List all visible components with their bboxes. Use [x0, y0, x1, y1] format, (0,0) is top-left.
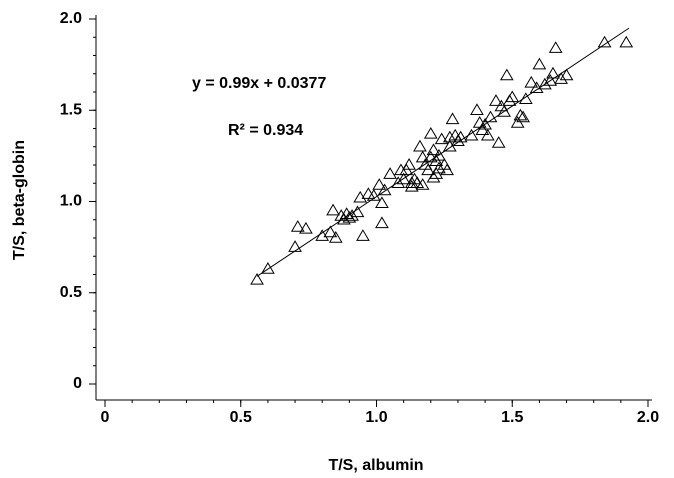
data-point [377, 183, 392, 196]
data-point [404, 179, 419, 192]
x-tick-label: 1.0 [365, 409, 387, 426]
data-point [353, 190, 368, 203]
data-point [404, 176, 419, 188]
data-point [426, 170, 441, 183]
x-tick-label: 1.5 [501, 409, 523, 426]
data-point [250, 272, 264, 285]
data-point [396, 172, 411, 185]
data-point [415, 178, 430, 190]
data-point [619, 35, 634, 48]
data-point [345, 209, 359, 221]
data-point [350, 205, 365, 218]
data-point [391, 176, 406, 188]
data-point [402, 158, 416, 170]
y-tick-label: 1.0 [60, 193, 82, 210]
data-point [372, 178, 387, 190]
data-point [554, 72, 568, 84]
data-point [516, 110, 530, 123]
data-point [505, 90, 520, 103]
data-point [532, 57, 547, 70]
y-tick-label: 2.0 [60, 10, 82, 27]
data-point [326, 203, 340, 216]
data-point [483, 110, 498, 123]
data-point [513, 108, 528, 121]
data-point [546, 66, 560, 79]
data-point [432, 161, 446, 174]
data-point [453, 130, 468, 143]
data-point [597, 35, 612, 48]
data-point [497, 105, 511, 117]
data-point [524, 75, 539, 88]
fit-line [256, 27, 630, 277]
data-point [442, 130, 457, 143]
r-squared: R² = 0.934 [228, 122, 303, 139]
data-point [328, 231, 343, 243]
data-point [323, 225, 338, 238]
data-point [375, 216, 389, 229]
data-point [432, 148, 446, 161]
data-point [445, 112, 460, 125]
data-point [518, 92, 533, 104]
data-point [356, 229, 370, 241]
data-point [423, 126, 438, 139]
data-point [470, 103, 484, 115]
x-tick-label: 0.5 [230, 409, 252, 426]
data-point [288, 240, 302, 252]
data-point [489, 94, 503, 106]
x-tick-label: 2.0 [637, 409, 659, 426]
data-point [434, 132, 449, 145]
data-point [499, 68, 514, 81]
data-point [413, 139, 427, 152]
data-point [548, 41, 563, 53]
data-point [261, 262, 275, 274]
y-tick-label: 1.5 [60, 101, 82, 118]
data-point [491, 136, 506, 148]
data-point [464, 128, 479, 141]
y-axis-label: T/S, beta-globin [11, 140, 28, 260]
x-tick-label: 0 [101, 409, 110, 426]
data-point [383, 167, 397, 179]
data-point [421, 163, 435, 176]
data-point [299, 221, 313, 234]
data-point [543, 74, 558, 86]
y-tick-label: 0.5 [60, 284, 82, 301]
data-point [290, 220, 305, 232]
data-point [366, 189, 381, 201]
y-tick-label: 0 [73, 375, 82, 392]
data-point [475, 123, 490, 136]
data-point [415, 150, 430, 163]
data-point [537, 77, 552, 90]
data-point [440, 163, 454, 176]
data-point [375, 196, 389, 209]
data-point [394, 163, 408, 176]
data-point [423, 150, 438, 163]
equation: y = 0.99x + 0.0377 [192, 75, 326, 92]
x-axis-label: T/S, albumin [328, 457, 423, 474]
data-point [559, 68, 574, 81]
data-point [426, 143, 441, 156]
